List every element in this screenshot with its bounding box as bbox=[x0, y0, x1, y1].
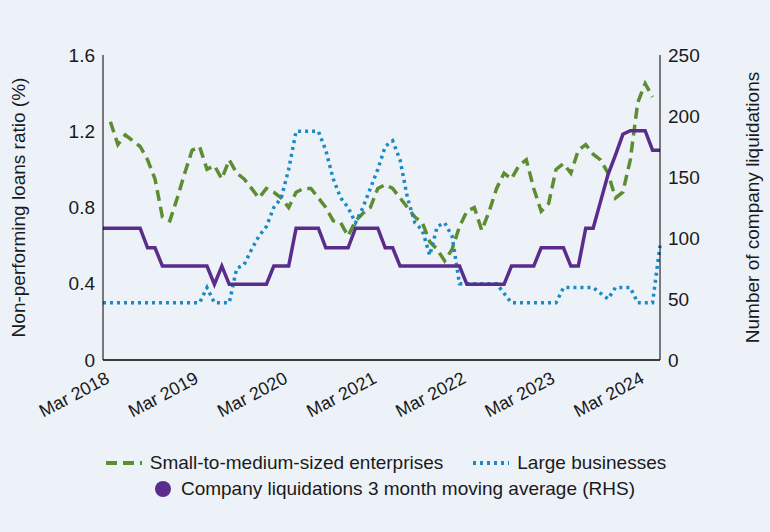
svg-text:Number of company liquidations: Number of company liquidations bbox=[742, 72, 762, 343]
svg-text:100: 100 bbox=[668, 228, 700, 249]
svg-text:0: 0 bbox=[668, 350, 679, 371]
svg-text:Mar 2024: Mar 2024 bbox=[571, 368, 648, 421]
html-text:Small-to-medium-sized enterpri: Small-to-medium-sized enterprises bbox=[149, 452, 444, 473]
svg-text:Mar 2021: Mar 2021 bbox=[303, 368, 380, 421]
svg-text:0: 0 bbox=[84, 350, 95, 371]
svg-text:Mar 2020: Mar 2020 bbox=[214, 368, 291, 421]
svg-text:250: 250 bbox=[668, 45, 700, 66]
svg-text:0.8: 0.8 bbox=[69, 197, 95, 218]
svg-text:Non-performing loans ratio (%): Non-performing loans ratio (%) bbox=[8, 78, 29, 338]
html-text:Company liquidations 3 month m: Company liquidations 3 month moving aver… bbox=[180, 478, 635, 499]
svg-text:150: 150 bbox=[668, 167, 700, 188]
svg-text:50: 50 bbox=[668, 289, 689, 310]
svg-text:0.4: 0.4 bbox=[69, 273, 96, 294]
svg-text:1.6: 1.6 bbox=[69, 45, 95, 66]
html-text:Large businesses: Large businesses bbox=[517, 452, 667, 473]
svg-text:Mar 2018: Mar 2018 bbox=[36, 368, 113, 421]
svg-text:Mar 2019: Mar 2019 bbox=[125, 368, 202, 421]
svg-text:Mar 2022: Mar 2022 bbox=[392, 368, 469, 421]
svg-text:1.2: 1.2 bbox=[69, 121, 95, 142]
svg-text:Mar 2023: Mar 2023 bbox=[481, 368, 558, 421]
svg-text:200: 200 bbox=[668, 106, 700, 127]
